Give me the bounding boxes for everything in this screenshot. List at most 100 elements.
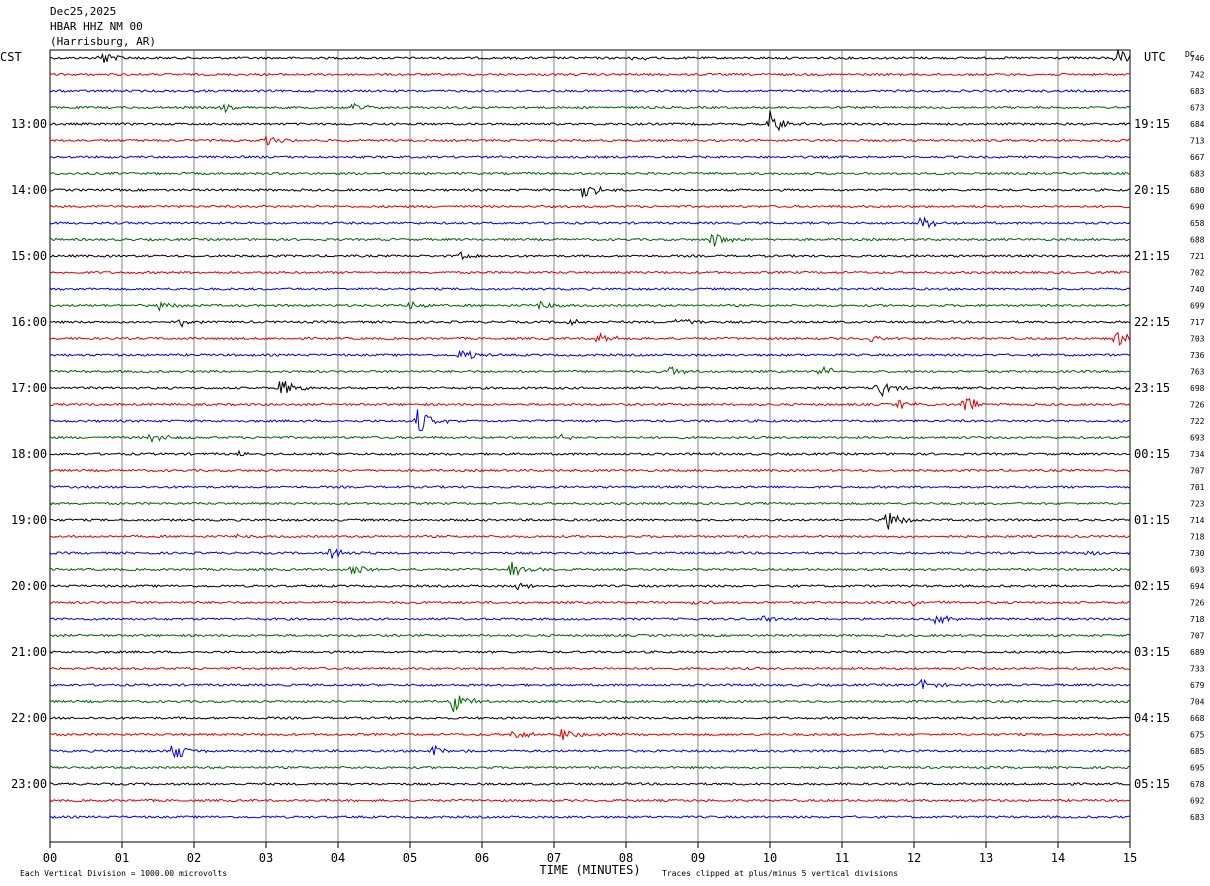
dc-offset-label: 698 (1190, 384, 1205, 393)
utc-hour-label: 04:15 (1134, 711, 1170, 725)
x-tick-label: 07 (547, 851, 561, 865)
cst-hour-label: 23:00 (11, 777, 47, 791)
cst-hour-label: 13:00 (11, 117, 47, 131)
dc-offset-label: 734 (1190, 450, 1205, 459)
dc-offset-label: 714 (1190, 516, 1205, 525)
x-tick-label: 12 (907, 851, 921, 865)
dc-offset-label: 668 (1190, 714, 1205, 723)
dc-offset-label: 702 (1190, 269, 1205, 278)
utc-hour-label: 03:15 (1134, 645, 1170, 659)
utc-hour-label: 23:15 (1134, 381, 1170, 395)
dc-offset-label: 693 (1190, 434, 1205, 443)
dc-offset-label: 699 (1190, 302, 1205, 311)
dc-offset-label: 679 (1190, 681, 1205, 690)
seismic-trace (49, 533, 1131, 539)
plot-date: Dec25,2025 (50, 5, 117, 18)
dc-offset-label: 673 (1190, 104, 1205, 113)
seismic-trace (49, 449, 1131, 457)
cst-hour-label: 21:00 (11, 645, 47, 659)
dc-offset-label: 717 (1190, 318, 1205, 327)
seismic-trace (49, 582, 1131, 591)
seismic-trace (49, 548, 1131, 559)
seismic-trace (49, 765, 1131, 770)
cst-hour-label: 18:00 (11, 447, 47, 461)
cst-hour-label: 14:00 (11, 183, 47, 197)
dc-offset-label: 713 (1190, 137, 1205, 146)
seismic-trace (49, 728, 1131, 741)
x-tick-label: 08 (619, 851, 633, 865)
dc-offset-label: 726 (1190, 599, 1205, 608)
cst-hour-label: 20:00 (11, 579, 47, 593)
utc-hour-label: 21:15 (1134, 249, 1170, 263)
x-tick-label: 04 (331, 851, 345, 865)
seismic-trace (49, 716, 1131, 720)
station-location: (Harrisburg, AR) (50, 35, 156, 48)
x-tick-label: 09 (691, 851, 705, 865)
dc-offset-label: 707 (1190, 632, 1205, 641)
dc-offset-label: 722 (1190, 417, 1205, 426)
dc-label: DC (1185, 50, 1195, 59)
cst-hour-label: 15:00 (11, 249, 47, 263)
clip-note: Traces clipped at plus/minus 5 vertical … (662, 869, 898, 878)
seismic-trace (49, 250, 1131, 261)
seismic-trace (49, 433, 1131, 444)
seismic-trace (49, 349, 1131, 360)
dc-offset-label: 690 (1190, 203, 1205, 212)
vertical-scale-note: Each Vertical Division = 1000.00 microvo… (20, 869, 227, 878)
utc-hour-label: 05:15 (1134, 777, 1170, 791)
seismic-trace (49, 744, 1131, 759)
seismic-trace (49, 561, 1131, 577)
seismic-trace (49, 204, 1131, 209)
dc-offset-label: 733 (1190, 665, 1205, 674)
seismic-trace (49, 512, 1131, 530)
dc-offset-label: 685 (1190, 747, 1205, 756)
seismic-trace (49, 134, 1131, 146)
seismic-trace (49, 49, 1131, 63)
cst-hour-label: 16:00 (11, 315, 47, 329)
utc-hour-label: 02:15 (1134, 579, 1170, 593)
utc-hour-label: 00:15 (1134, 447, 1170, 461)
seismic-trace (49, 72, 1131, 77)
utc-hour-label: 01:15 (1134, 513, 1170, 527)
cst-label: CST (0, 50, 22, 64)
seismic-trace (49, 110, 1131, 132)
dc-offset-label: 763 (1190, 368, 1205, 377)
seismic-trace (49, 650, 1131, 654)
dc-offset-label: 726 (1190, 401, 1205, 410)
dc-offset-label: 692 (1190, 797, 1205, 806)
seismic-trace (49, 331, 1131, 346)
dc-offset-label: 689 (1190, 648, 1205, 657)
seismic-trace (49, 89, 1131, 93)
dc-offset-label: 718 (1190, 615, 1205, 624)
x-tick-label: 14 (1051, 851, 1065, 865)
seismic-trace (49, 365, 1131, 376)
x-tick-label: 06 (475, 851, 489, 865)
seismic-trace (49, 815, 1131, 819)
station-code: HBAR HHZ NM 00 (50, 20, 143, 33)
seismic-trace (49, 501, 1131, 506)
seismic-trace (49, 270, 1131, 275)
seismic-trace (49, 798, 1131, 803)
seismic-trace (49, 102, 1131, 114)
dc-offset-label: 693 (1190, 566, 1205, 575)
dc-offset-label: 704 (1190, 698, 1205, 707)
x-tick-label: 03 (259, 851, 273, 865)
dc-offset-label: 740 (1190, 285, 1205, 294)
seismic-trace (49, 600, 1131, 608)
seismic-trace (49, 397, 1131, 411)
cst-hour-label: 22:00 (11, 711, 47, 725)
seismic-trace (49, 615, 1131, 626)
dc-offset-label: 675 (1190, 731, 1205, 740)
x-tick-label: 11 (835, 851, 849, 865)
seismic-trace (50, 485, 1131, 489)
dc-offset-label: 683 (1190, 170, 1205, 179)
plot-frame (49, 49, 1131, 843)
seismic-trace (49, 678, 1131, 689)
seismic-trace (49, 171, 1131, 176)
dc-offset-label: 703 (1190, 335, 1205, 344)
seismic-trace (49, 381, 1131, 398)
dc-offset-label: 746 (1190, 54, 1205, 63)
dc-offset-label: 707 (1190, 467, 1205, 476)
cst-hour-label: 19:00 (11, 513, 47, 527)
dc-offset-label: 680 (1190, 186, 1205, 195)
